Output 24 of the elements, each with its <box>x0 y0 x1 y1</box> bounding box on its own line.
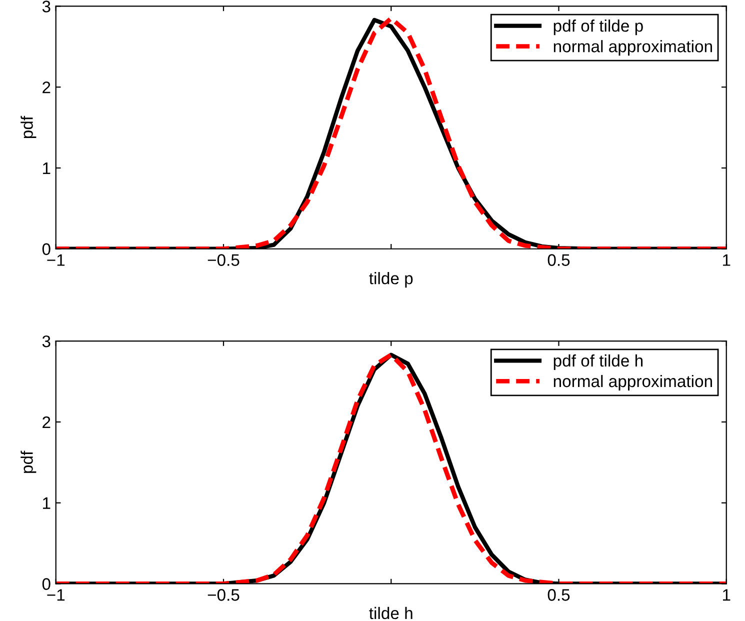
x-tick-label: −1 <box>47 254 65 266</box>
x-tick-label: 1 <box>723 589 730 601</box>
y-axis-title: pdf <box>20 450 36 473</box>
y-tick-label: 2 <box>42 416 50 428</box>
y-tick-label: 3 <box>42 0 50 12</box>
y-tick-label: 2 <box>42 82 50 94</box>
legend-label: pdf of tilde h <box>554 354 643 370</box>
y-tick-label: 0 <box>42 243 50 256</box>
x-tick-label: 0.5 <box>548 254 570 266</box>
x-tick-label: 0.5 <box>548 589 570 601</box>
y-tick-label: 1 <box>43 162 50 174</box>
y-tick-label: 3 <box>42 335 50 348</box>
legend-label: normal approximation <box>554 40 712 56</box>
y-axis-title: pdf <box>20 116 36 138</box>
x-tick-label: −0.5 <box>208 254 240 266</box>
x-tick-label: 1 <box>723 254 730 266</box>
x-axis-title: tilde p <box>369 272 413 288</box>
x-axis-title: tilde h <box>369 606 412 620</box>
x-tick-label: −1 <box>47 589 65 601</box>
x-tick-label: −0.5 <box>208 589 240 601</box>
legend-label: pdf of tilde p <box>554 20 643 36</box>
legend-label: normal approximation <box>554 374 712 390</box>
y-tick-label: 0 <box>42 578 50 590</box>
y-tick-label: 1 <box>43 497 50 509</box>
